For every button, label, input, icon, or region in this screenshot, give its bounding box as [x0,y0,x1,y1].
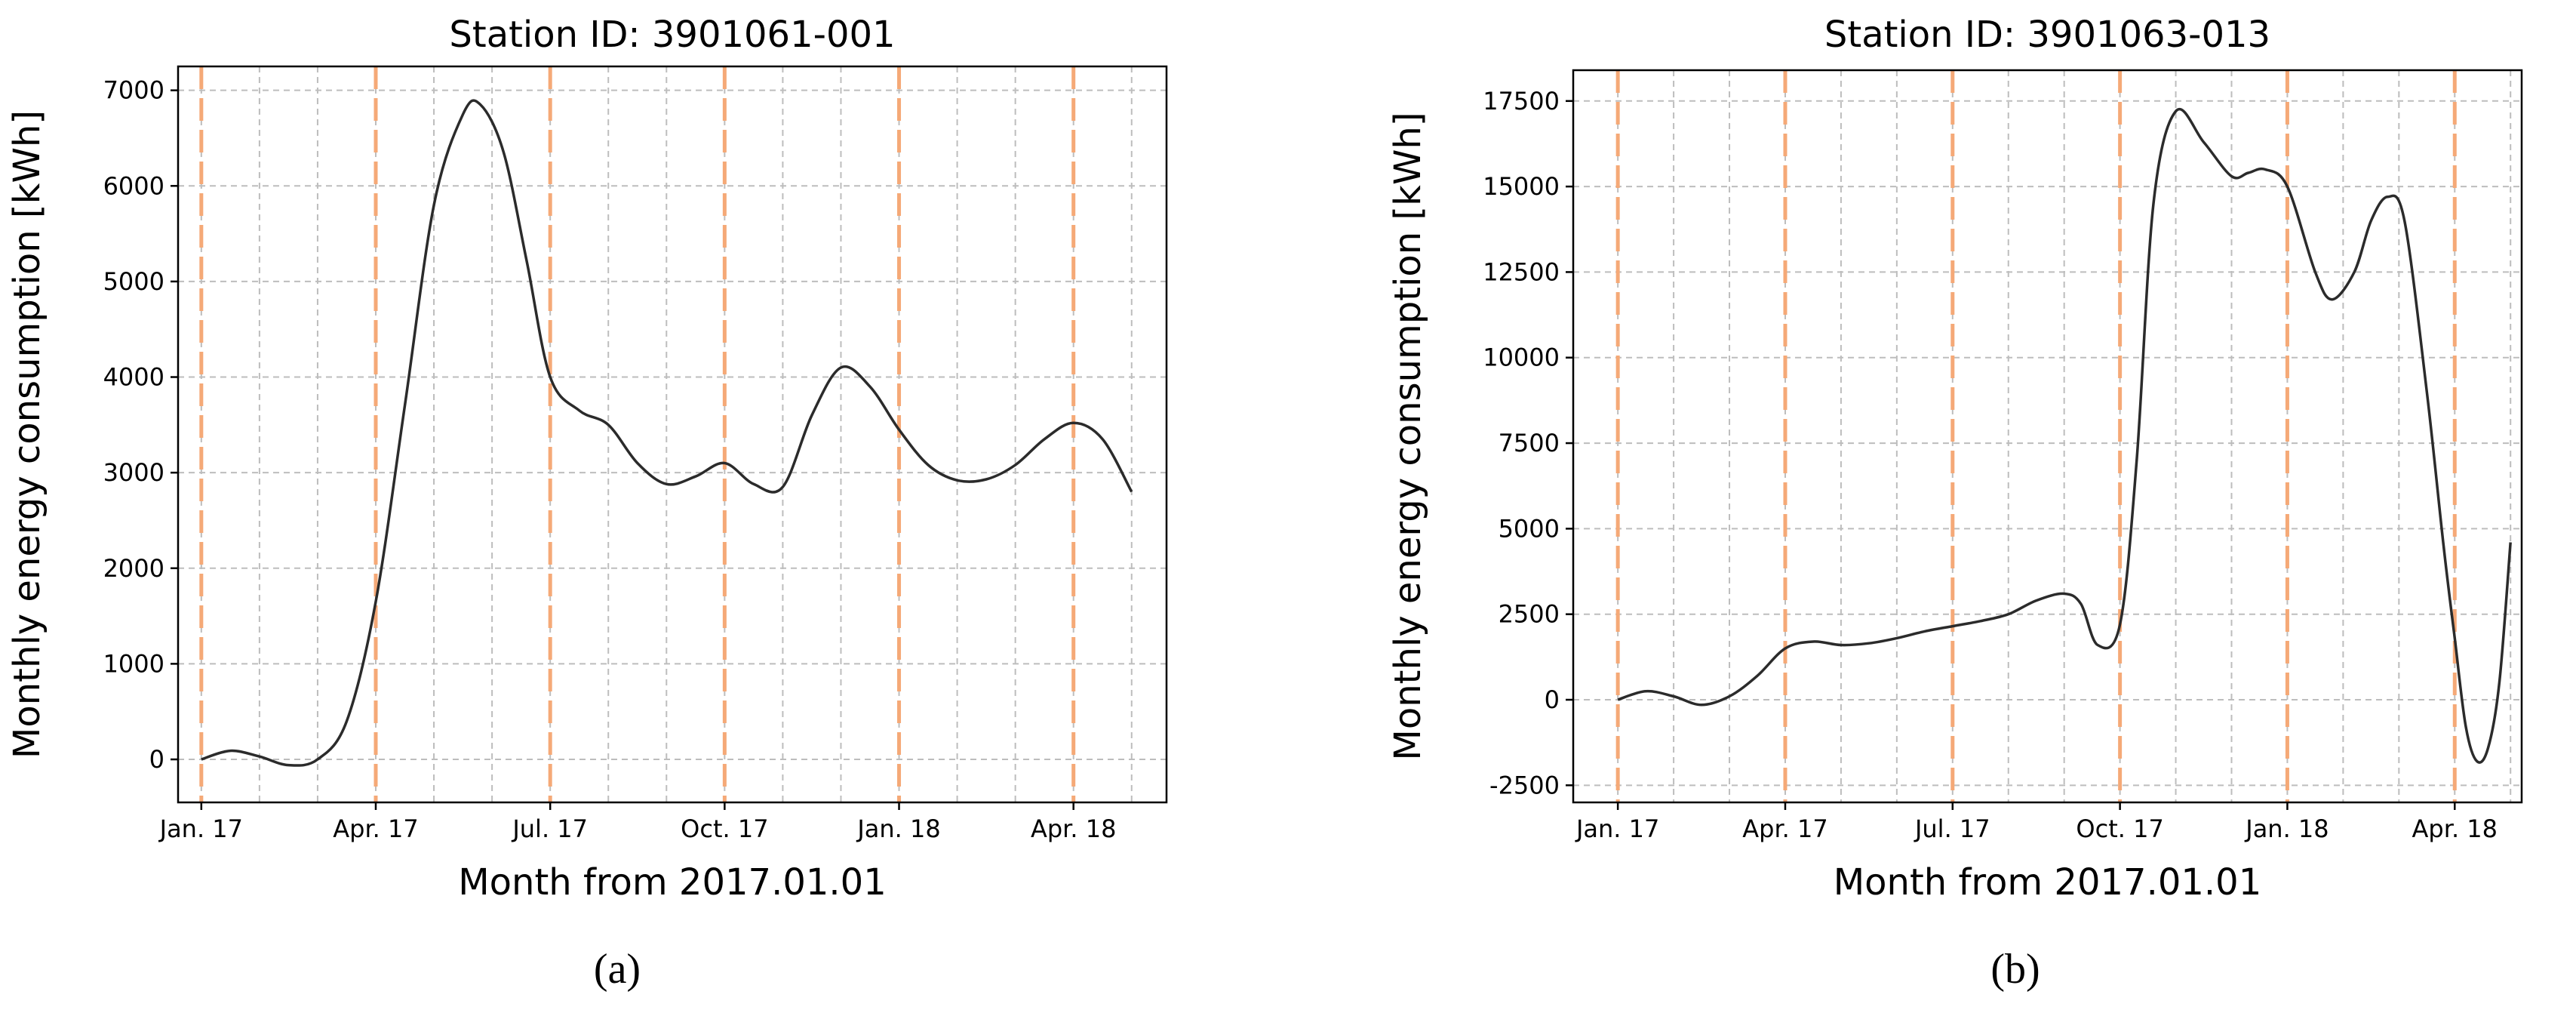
y-tick-label: 3000 [103,458,164,487]
x-tick-label: Apr. 17 [333,814,418,843]
x-tick-label: Jan. 17 [1575,814,1659,843]
y-tick-label: 7500 [1499,429,1560,457]
panel-caption: (b) [1990,946,2040,993]
x-tick-label: Jan. 18 [2244,814,2329,843]
x-axis-label: Month from 2017.01.01 [1834,861,2262,904]
x-axis-label: Month from 2017.01.01 [458,861,887,904]
y-tick-label: 6000 [103,171,164,200]
y-tick-label: 5000 [103,267,164,296]
chart-title: Station ID: 3901063-013 [1824,14,2270,56]
y-tick-label: 2000 [103,554,164,583]
y-tick-label: 4000 [103,363,164,392]
chart-panel-b: Station ID: 3901063-013 Jan. 17 Apr. 17 Jul… [1387,14,2523,993]
y-tick-label: 2500 [1499,600,1560,629]
y-tick-label: -2500 [1489,771,1560,799]
chart-panel-a: Station ID: 3901061-001 Jan. 17 Apr. 17 Jul… [6,14,1168,993]
chart-title: Station ID: 3901061-001 [449,14,895,56]
y-tick-label: 1000 [103,649,164,678]
x-tick-label: Apr. 18 [1031,814,1116,843]
y-tick-label: 5000 [1499,514,1560,543]
y-axis-label: Monthly energy consumption [kWh] [1387,112,1429,760]
y-tick-label: 12500 [1483,257,1560,286]
x-tick-label: Jul. 17 [511,814,588,843]
series-line [1617,107,2512,764]
x-tick-label: Apr. 17 [1742,814,1827,843]
x-tick-label: Oct. 17 [681,814,768,843]
x-tick-label: Oct. 17 [2076,814,2163,843]
y-axis-label: Monthly energy consumption [kWh] [6,110,48,759]
series-line [201,99,1133,767]
y-tick-label: 15000 [1483,172,1560,201]
panel-caption: (a) [594,946,641,993]
y-tick-label: 17500 [1483,87,1560,115]
plot-frame [177,65,1168,804]
x-tick-label: Jan. 17 [158,814,243,843]
y-tick-label: 10000 [1483,343,1560,372]
x-tick-label: Apr. 18 [2412,814,2498,843]
y-tick-label: 7000 [103,76,164,105]
y-tick-label: 0 [149,745,164,774]
plot-frame [1572,69,2523,804]
x-tick-label: Jul. 17 [1914,814,1990,843]
y-tick-label: 0 [1545,685,1560,714]
x-tick-label: Jan. 18 [856,814,940,843]
